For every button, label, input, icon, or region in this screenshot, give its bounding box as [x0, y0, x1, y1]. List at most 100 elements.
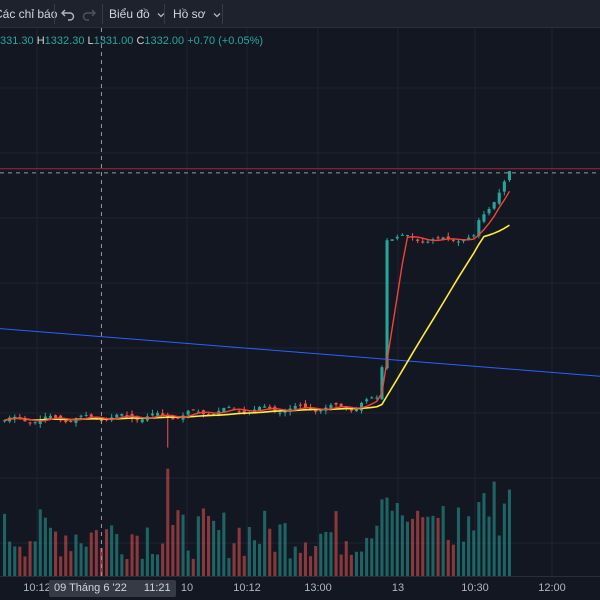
volume-bar — [319, 533, 323, 576]
candle — [365, 397, 369, 404]
volume-bar — [339, 554, 343, 576]
candle-body — [472, 235, 476, 237]
volume-bar — [416, 510, 420, 576]
top-toolbar: Các chỉ báo Biểu đồ Hồ sơ — [0, 0, 600, 28]
candle-body — [497, 192, 501, 204]
volume-bar — [212, 520, 216, 576]
candle-body — [135, 417, 139, 421]
volume-bar — [74, 534, 78, 576]
volume-bar — [94, 530, 98, 576]
candle — [507, 170, 511, 182]
candle-body — [3, 420, 7, 422]
volume-bar — [314, 545, 318, 576]
undo-icon[interactable] — [59, 5, 77, 23]
legend-low-label: L — [87, 35, 94, 47]
candle-body — [492, 202, 496, 209]
volume-bar — [99, 548, 103, 576]
candle — [161, 409, 165, 416]
volume-bar — [110, 525, 114, 576]
candle — [334, 402, 338, 408]
candle-body — [451, 239, 455, 241]
candle-body — [156, 413, 160, 416]
candle — [456, 239, 460, 246]
time-tick: 10:12 — [23, 582, 51, 594]
volume-bar — [120, 554, 124, 576]
candle-body — [395, 236, 399, 239]
ohlc-legend: 331.30 H1332.30 L1331.00 C1332.00 +0.70 … — [0, 33, 263, 49]
toolbar-divider — [164, 4, 165, 24]
legend-high-value: 1332.30 — [44, 35, 85, 47]
candle-body — [298, 404, 302, 406]
candle — [487, 206, 491, 216]
chevron-down-icon — [157, 12, 165, 18]
candle — [110, 413, 114, 423]
volume-bar — [237, 527, 241, 576]
candle-body — [502, 181, 506, 192]
volume-bar — [18, 546, 22, 576]
volume-bar — [84, 546, 88, 576]
candle — [370, 396, 374, 399]
candle-body — [84, 414, 88, 416]
volume-bar — [472, 530, 476, 576]
legend-high-label: H — [36, 35, 45, 47]
candle — [79, 414, 83, 419]
candle-body — [375, 397, 379, 399]
profile-menu-button[interactable]: Hồ sơ — [173, 0, 222, 28]
candle-body — [263, 406, 267, 408]
candle-body — [140, 419, 144, 423]
volume-bar — [456, 507, 460, 576]
candle-body — [446, 236, 450, 239]
chart-menu-label: Biểu đồ — [109, 7, 150, 21]
volume-bar — [507, 489, 511, 576]
volume-bar — [69, 551, 73, 576]
time-tick: 13:00 — [304, 582, 332, 594]
volume-bar — [263, 510, 267, 576]
volume-bar — [79, 543, 83, 576]
candle — [150, 409, 154, 417]
volume-bar — [441, 506, 445, 576]
volume-bar — [477, 502, 481, 576]
volume-bar — [3, 513, 7, 576]
chart-menu-button[interactable]: Biểu đồ — [109, 0, 166, 28]
candle-body — [186, 410, 190, 415]
candle-body — [227, 407, 231, 409]
volume-bar — [354, 551, 358, 576]
volume-bar — [451, 544, 455, 576]
volume-bar — [482, 493, 486, 576]
volume-bar — [421, 517, 425, 576]
volume-bar — [252, 540, 256, 576]
candle-body — [365, 399, 369, 402]
volume-bar — [385, 497, 389, 576]
time-tick: 12:00 — [538, 582, 566, 594]
candles — [3, 170, 511, 448]
candle — [482, 210, 486, 224]
volume-bar — [324, 531, 328, 576]
volume-bar — [64, 535, 68, 576]
volume-bar — [23, 556, 27, 576]
price-chart[interactable] — [0, 28, 600, 576]
volume-bar — [390, 510, 394, 576]
candle — [502, 179, 506, 196]
crosshair-date: 09 Tháng 6 '22 — [54, 582, 127, 594]
volume-bar — [334, 511, 338, 576]
toolbar-divider — [102, 4, 103, 24]
volume-bar — [201, 508, 205, 576]
legend-change: +0.70 (+0.05%) — [187, 35, 264, 47]
volume-bar — [48, 527, 52, 576]
volume-bars — [3, 468, 511, 576]
volume-bar — [303, 542, 307, 576]
time-axis[interactable]: 10:12 10 10:12 13:00 13 10:30 12:00 09 T… — [0, 576, 600, 600]
time-tick: 10:30 — [461, 582, 489, 594]
candle-body — [303, 403, 307, 408]
volume-bar — [59, 556, 63, 576]
volume-bar — [105, 529, 109, 576]
redo-icon[interactable] — [80, 5, 98, 23]
candle-body — [487, 209, 491, 214]
volume-bar — [125, 559, 129, 576]
volume-bar — [298, 552, 302, 576]
indicators-button[interactable]: Các chỉ báo — [0, 0, 57, 28]
volume-bar — [242, 555, 246, 576]
volume-bar — [222, 512, 226, 576]
volume-bar — [186, 550, 190, 576]
candle-body — [370, 397, 374, 399]
